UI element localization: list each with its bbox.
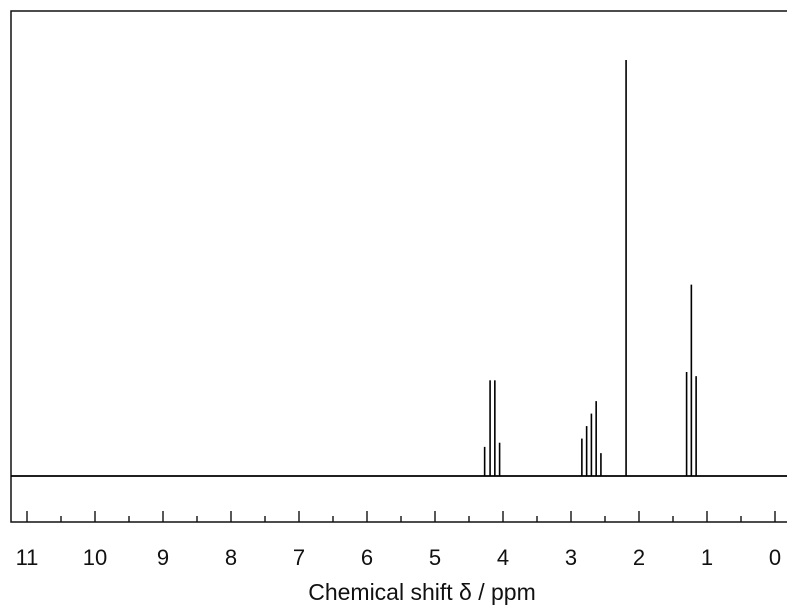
x-tick-label-8: 3 bbox=[565, 545, 577, 570]
x-tick-label-1: 10 bbox=[83, 545, 107, 570]
x-tick-label-6: 5 bbox=[429, 545, 441, 570]
x-tick-label-3: 8 bbox=[225, 545, 237, 570]
x-tick-label-10: 1 bbox=[701, 545, 713, 570]
x-tick-label-4: 7 bbox=[293, 545, 305, 570]
x-tick-label-11: 0 bbox=[769, 545, 781, 570]
x-axis-ticks bbox=[26, 511, 776, 522]
x-axis-title: Chemical shift δ / ppm bbox=[308, 579, 536, 605]
x-axis-tick-labels: 11 10 9 8 7 6 5 4 3 2 1 0 bbox=[16, 545, 782, 570]
x-tick-label-2: 9 bbox=[157, 545, 169, 570]
x-tick-label-5: 6 bbox=[361, 545, 373, 570]
plot-frame bbox=[10, 10, 787, 523]
peaks-layer bbox=[483, 60, 697, 476]
x-tick-label-9: 2 bbox=[633, 545, 645, 570]
x-tick-label-0: 11 bbox=[16, 545, 39, 570]
x-tick-label-7: 4 bbox=[497, 545, 509, 570]
